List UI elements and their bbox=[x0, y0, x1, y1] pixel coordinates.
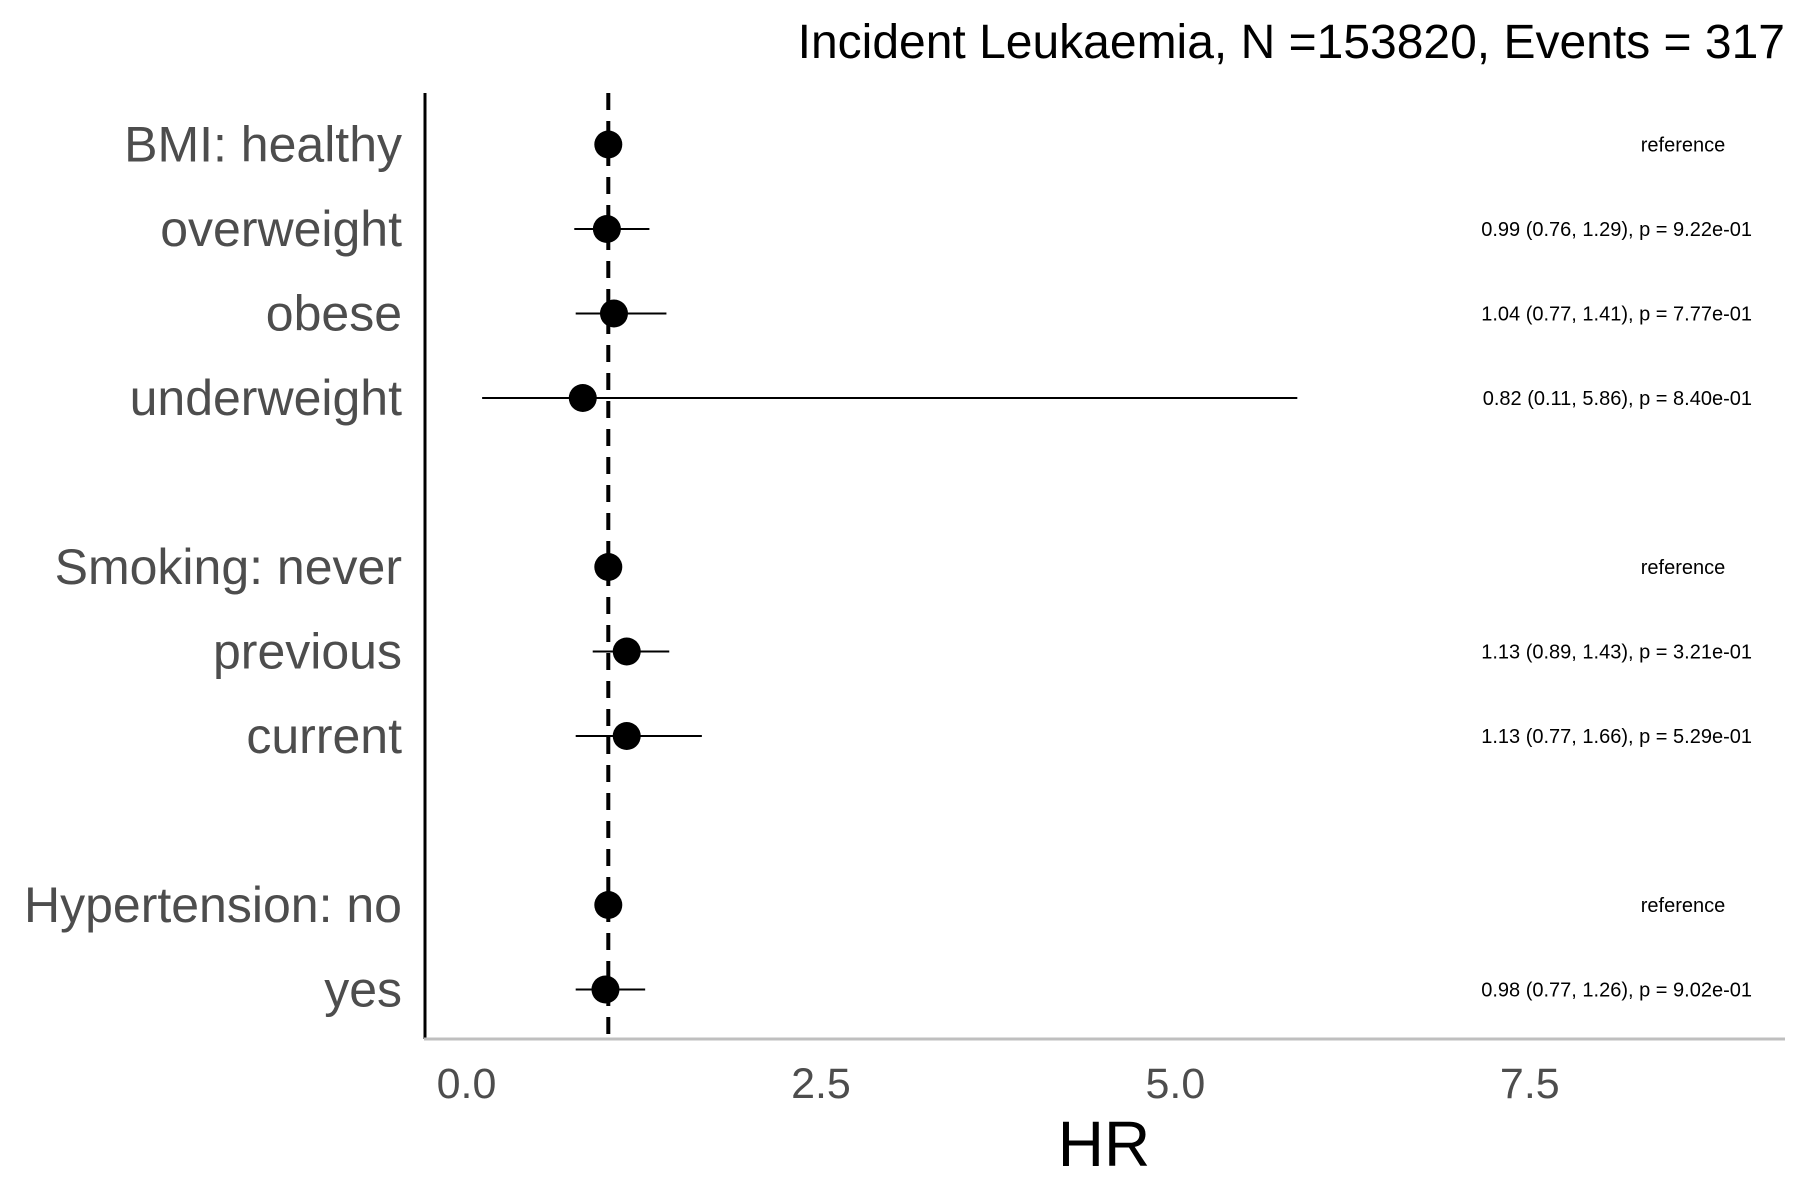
row-annotation: 0.98 (0.77, 1.26), p = 9.02e-01 bbox=[1481, 980, 1752, 1002]
x-axis-title: HR bbox=[1058, 1108, 1150, 1180]
x-tick-label: 5.0 bbox=[1145, 1060, 1205, 1108]
x-tick-label: 2.5 bbox=[791, 1060, 851, 1108]
hr-point bbox=[592, 215, 621, 243]
hr-point bbox=[612, 637, 641, 666]
hr-point bbox=[594, 891, 623, 919]
row-label: overweight bbox=[160, 201, 402, 257]
x-tick-label: 7.5 bbox=[1500, 1060, 1560, 1108]
row-annotation: reference bbox=[1641, 135, 1726, 157]
row-annotation: 1.13 (0.77, 1.66), p = 5.29e-01 bbox=[1481, 726, 1752, 748]
row-annotation: 0.82 (0.11, 5.86), p = 8.40e-01 bbox=[1483, 388, 1752, 410]
chart-title: Incident Leukaemia, N =153820, Events = … bbox=[798, 16, 1785, 69]
hr-point bbox=[568, 384, 597, 412]
row-label: Smoking: never bbox=[55, 539, 402, 595]
row-label: BMI: healthy bbox=[124, 117, 402, 173]
hr-point bbox=[594, 130, 623, 159]
row-label: yes bbox=[324, 962, 402, 1018]
hr-point bbox=[591, 975, 620, 1004]
row-annotation: 0.99 (0.76, 1.29), p = 9.22e-01 bbox=[1481, 219, 1752, 241]
row-label: obese bbox=[266, 286, 402, 342]
row-annotation: 1.13 (0.89, 1.43), p = 3.21e-01 bbox=[1481, 642, 1752, 664]
hr-point bbox=[599, 299, 628, 328]
row-label: previous bbox=[213, 624, 402, 680]
row-label: Hypertension: no bbox=[24, 877, 402, 933]
plot-area: BMI: healthy reference overweight 0.99 (0.7… bbox=[24, 93, 1752, 1039]
row-annotation: 1.04 (0.77, 1.41), p = 7.77e-01 bbox=[1481, 304, 1752, 326]
row-annotation: reference bbox=[1641, 895, 1726, 917]
x-tick-label: 0.0 bbox=[437, 1060, 497, 1108]
row-label: current bbox=[246, 708, 402, 764]
hr-point bbox=[612, 722, 641, 750]
hr-point bbox=[594, 553, 623, 581]
row-annotation: reference bbox=[1641, 557, 1726, 579]
row-label: underweight bbox=[130, 370, 403, 426]
x-axis-ticks: 0.0 2.5 5.0 7.5 bbox=[437, 1060, 1560, 1108]
